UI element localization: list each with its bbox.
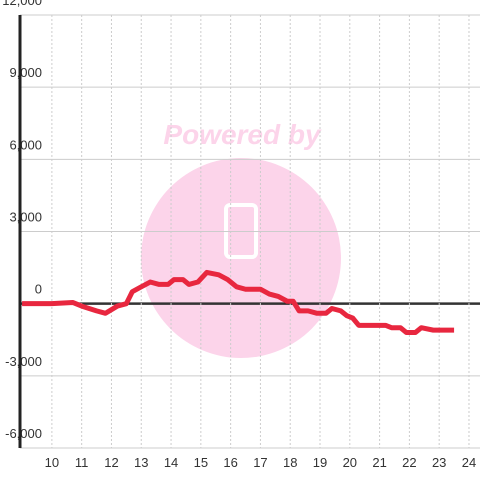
x-tick-label: 24: [462, 455, 476, 470]
line: [22, 269, 455, 336]
x-tick-label: 19: [313, 455, 327, 470]
x-tick-label: 20: [343, 455, 357, 470]
y-tick-label: 12,000: [2, 0, 42, 8]
y-tick-label: 6,000: [9, 137, 42, 152]
y-tick-label: -6,000: [5, 426, 42, 441]
x-tick-label: 18: [283, 455, 297, 470]
x-tick-label: 11: [75, 455, 89, 470]
y-tick-label: -3,000: [5, 354, 42, 369]
y-tick-label: 9,000: [9, 65, 42, 80]
x-tick-label: 21: [372, 455, 386, 470]
x-tick-label: 23: [432, 455, 446, 470]
y-tick-label: 3,000: [9, 210, 42, 225]
x-tick-label: 17: [253, 455, 267, 470]
x-tick-label: 22: [402, 455, 416, 470]
x-tick-label: 13: [134, 455, 148, 470]
x-tick-label: 12: [104, 455, 118, 470]
x-tick-label: 10: [45, 455, 59, 470]
watermark-text: Powered by: [163, 119, 322, 150]
x-tick-label: 16: [223, 455, 237, 470]
x-tick-label: 15: [194, 455, 208, 470]
y-tick-label: 0: [35, 282, 42, 297]
x-tick-label: 14: [164, 455, 178, 470]
